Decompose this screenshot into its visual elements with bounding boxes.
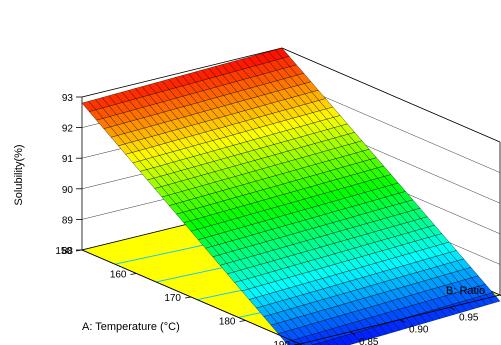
surface-cell (319, 340, 330, 345)
z-axis-title: Solubility(%) (13, 144, 25, 205)
z-tick-label: 93 (62, 93, 74, 104)
x-tick-label: 160 (110, 270, 127, 281)
x-tick-mark (130, 273, 137, 275)
response-surface (81, 47, 501, 345)
x-axis-title: A: Temperature (°C) (82, 321, 180, 333)
y-tick-label: 0.85 (359, 337, 379, 345)
surface-cell (285, 340, 297, 345)
z-tick-label: 91 (62, 154, 74, 165)
y-axis-title: B: Ratio (446, 285, 485, 297)
grid-line-back-wall (281, 47, 501, 143)
z-tick-label: 89 (62, 215, 74, 226)
y-tick-label: 0.95 (459, 312, 479, 323)
axis-ticks: 8889909192931501601701801900.800.850.900… (55, 93, 501, 345)
y-tick-mark (399, 319, 406, 323)
x-tick-mark (184, 296, 192, 299)
y-tick-label: 0.90 (409, 325, 429, 336)
z-tick-label: 90 (62, 185, 74, 196)
x-tick-label: 180 (219, 317, 236, 328)
x-tick-mark (239, 320, 246, 322)
z-tick-label: 88 (62, 246, 74, 257)
grid-line-left-wall (81, 47, 283, 98)
x-tick-label: 190 (273, 340, 290, 345)
y-tick-mark (349, 331, 356, 336)
x-tick-label: 170 (164, 293, 181, 304)
z-tick-label: 92 (62, 124, 74, 135)
x-tick-mark (75, 249, 83, 252)
surface-cell (325, 338, 338, 345)
y-tick-mark (449, 306, 456, 311)
x-tick-label: 150 (55, 246, 72, 257)
